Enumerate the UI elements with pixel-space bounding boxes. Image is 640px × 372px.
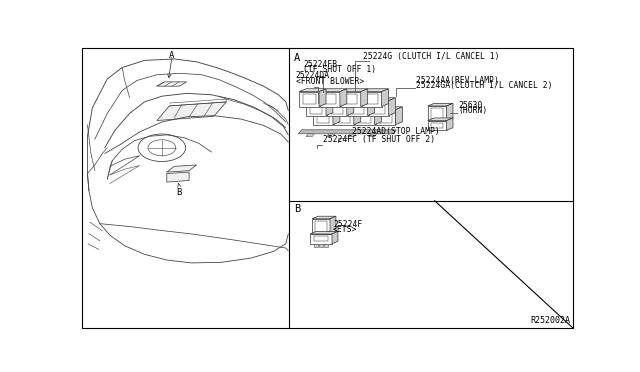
Text: 25224GA(CLUTCH I/L CANCEL 2): 25224GA(CLUTCH I/L CANCEL 2) [416, 81, 553, 90]
Polygon shape [319, 89, 326, 106]
Polygon shape [327, 134, 335, 137]
Polygon shape [362, 92, 381, 106]
Text: A: A [294, 53, 301, 63]
Polygon shape [447, 103, 453, 121]
Polygon shape [428, 118, 453, 121]
Text: R252002A: R252002A [530, 316, 570, 325]
Polygon shape [388, 98, 396, 116]
Polygon shape [348, 98, 374, 101]
Text: 25224AD(STOP LAMP): 25224AD(STOP LAMP) [352, 127, 440, 136]
Text: (TF SHUT OFF 1): (TF SHUT OFF 1) [303, 65, 376, 74]
Polygon shape [310, 234, 332, 244]
Polygon shape [327, 98, 354, 101]
Polygon shape [300, 92, 319, 106]
Polygon shape [428, 103, 453, 106]
Polygon shape [313, 107, 340, 110]
Text: 25224F: 25224F [333, 219, 362, 228]
Text: 25224FB: 25224FB [303, 60, 337, 69]
Polygon shape [347, 98, 354, 116]
Polygon shape [300, 89, 326, 92]
Polygon shape [320, 92, 340, 106]
Polygon shape [306, 101, 326, 116]
Polygon shape [332, 231, 338, 244]
Polygon shape [167, 165, 196, 172]
Text: 25630: 25630 [458, 101, 483, 110]
Polygon shape [428, 106, 447, 121]
Polygon shape [326, 98, 333, 116]
Polygon shape [348, 101, 368, 116]
Polygon shape [319, 244, 323, 247]
Polygon shape [312, 216, 336, 219]
Polygon shape [447, 118, 453, 130]
Polygon shape [381, 89, 388, 106]
Polygon shape [341, 92, 361, 106]
Polygon shape [312, 219, 330, 234]
Polygon shape [368, 98, 374, 116]
Polygon shape [298, 130, 396, 134]
Text: 25224G (CLUTCH I/L CANCEL 1): 25224G (CLUTCH I/L CANCEL 1) [363, 52, 499, 61]
Polygon shape [369, 98, 396, 101]
Polygon shape [428, 121, 447, 130]
Polygon shape [369, 101, 388, 116]
Polygon shape [313, 110, 333, 125]
Polygon shape [361, 89, 368, 106]
Text: B: B [294, 203, 301, 214]
Polygon shape [354, 107, 361, 125]
Polygon shape [320, 89, 347, 92]
Polygon shape [330, 216, 336, 234]
Polygon shape [348, 134, 356, 137]
Polygon shape [376, 107, 403, 110]
Polygon shape [334, 110, 354, 125]
Text: <ETS>: <ETS> [333, 225, 357, 234]
Polygon shape [306, 134, 314, 137]
Polygon shape [340, 89, 347, 106]
Text: 25224DA: 25224DA [296, 71, 330, 80]
Polygon shape [369, 134, 377, 137]
Text: 25224AA(REV LAMP): 25224AA(REV LAMP) [416, 76, 499, 85]
Polygon shape [167, 172, 189, 182]
Text: <FRONT BLOWER>: <FRONT BLOWER> [296, 77, 364, 86]
Text: 25224FC (TF SHUT OFF 2): 25224FC (TF SHUT OFF 2) [323, 135, 435, 144]
Polygon shape [334, 107, 361, 110]
Polygon shape [376, 110, 396, 125]
Polygon shape [157, 82, 187, 86]
Polygon shape [306, 98, 333, 101]
Text: A: A [169, 51, 175, 60]
Polygon shape [310, 231, 338, 234]
Polygon shape [314, 244, 318, 247]
Polygon shape [374, 107, 381, 125]
Polygon shape [157, 102, 227, 121]
Polygon shape [341, 89, 368, 92]
Text: (HORN): (HORN) [458, 106, 487, 115]
Polygon shape [355, 107, 381, 110]
Text: B: B [177, 189, 182, 198]
Polygon shape [355, 110, 374, 125]
Polygon shape [327, 101, 347, 116]
Polygon shape [362, 89, 388, 92]
Polygon shape [396, 107, 403, 125]
Polygon shape [324, 244, 328, 247]
Polygon shape [333, 107, 340, 125]
